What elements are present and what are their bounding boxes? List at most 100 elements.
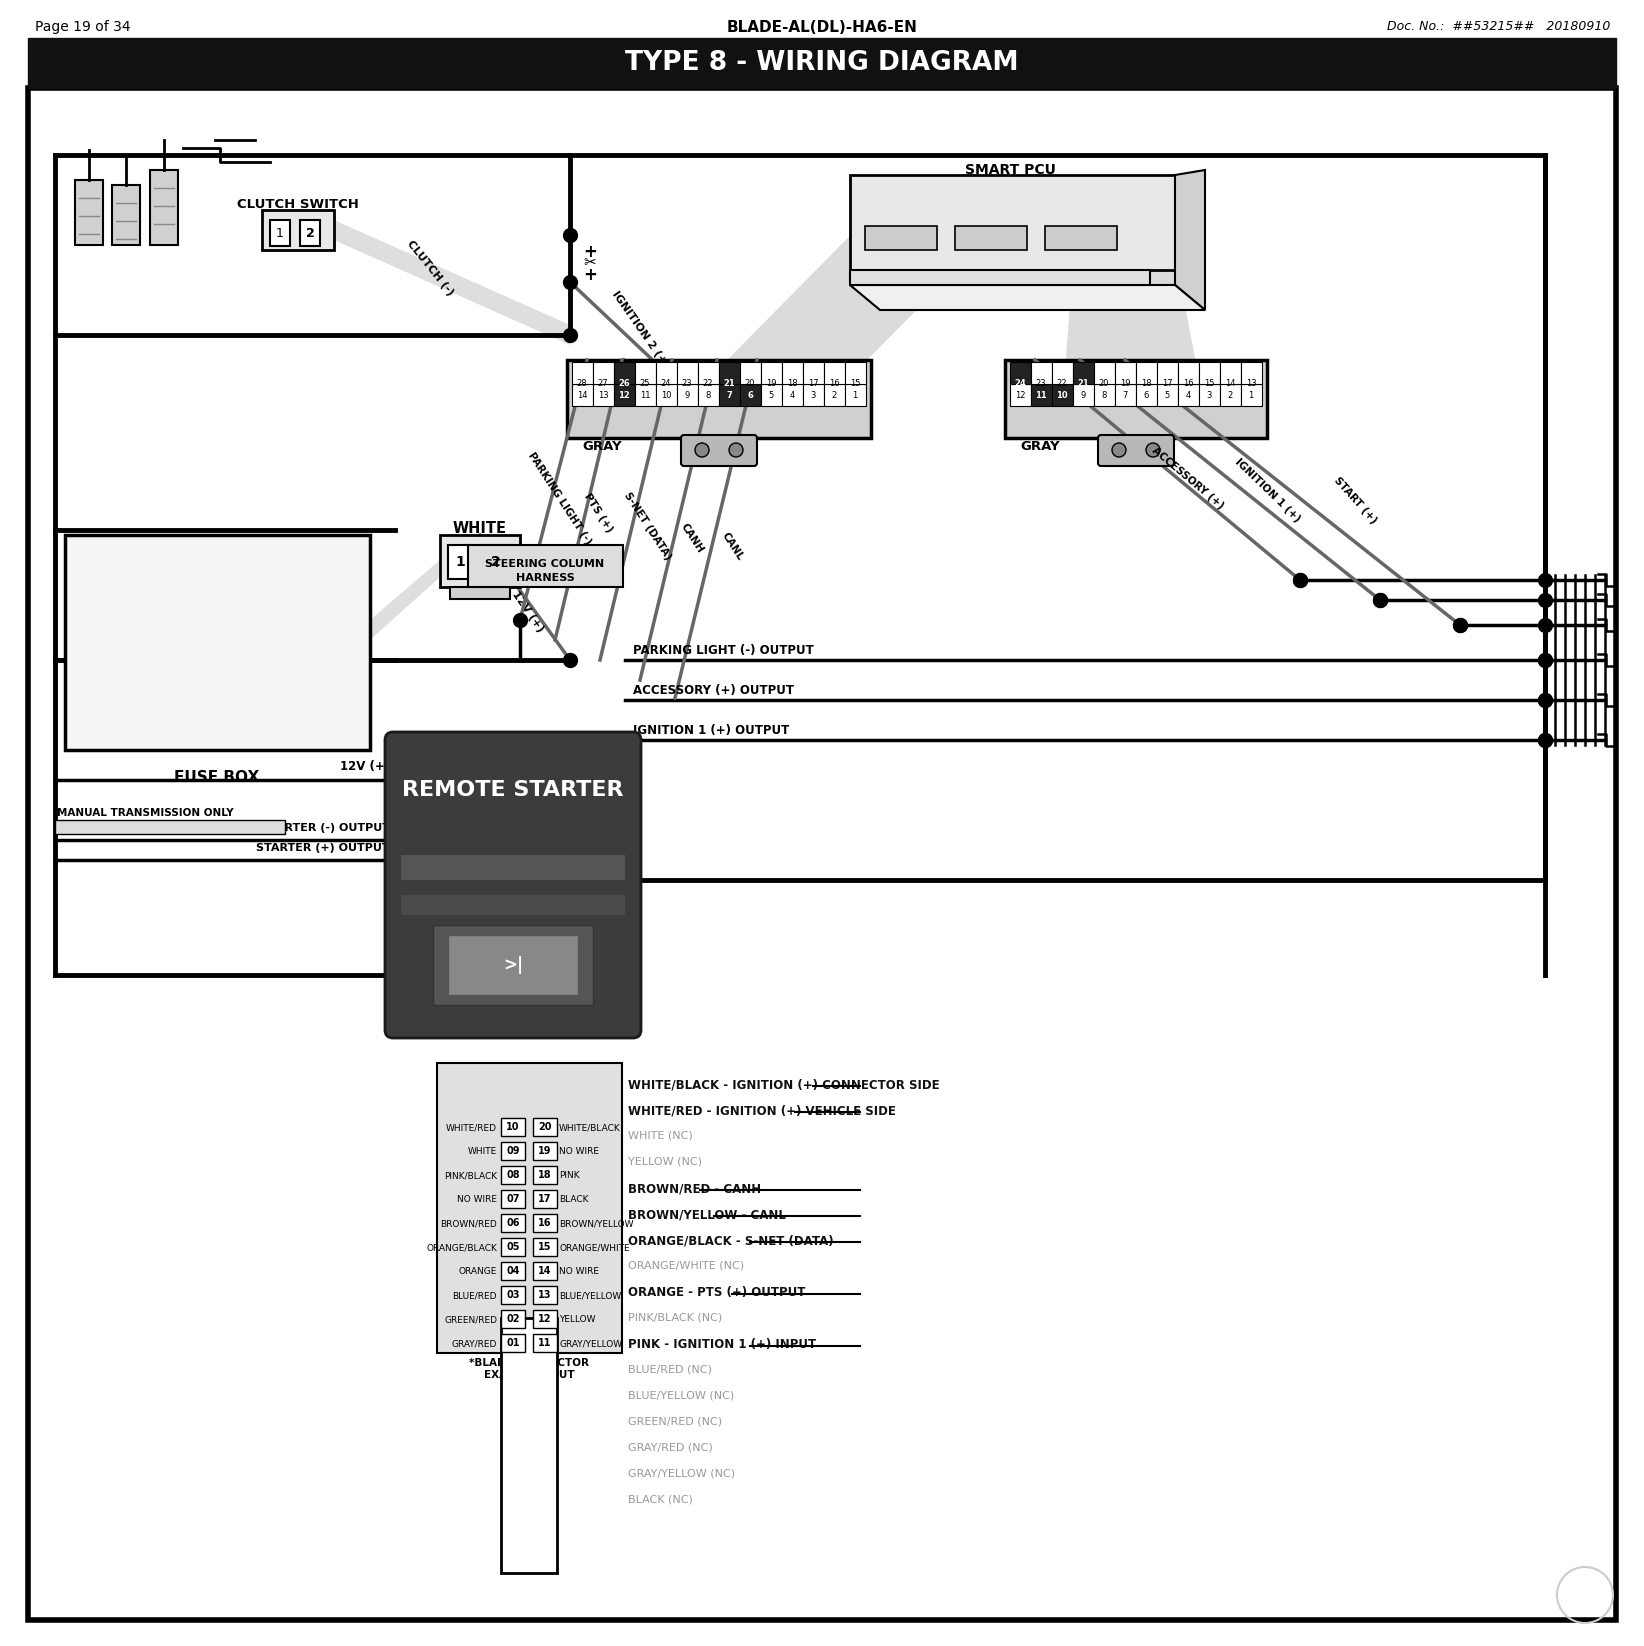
Text: TYPE 8 - WIRING DIAGRAM: TYPE 8 - WIRING DIAGRAM bbox=[625, 49, 1019, 76]
Bar bbox=[245, 629, 288, 644]
Text: 2: 2 bbox=[1228, 390, 1233, 400]
Bar bbox=[81, 680, 122, 693]
FancyBboxPatch shape bbox=[469, 545, 623, 588]
Bar bbox=[501, 1310, 524, 1328]
Text: 17: 17 bbox=[538, 1193, 552, 1203]
Bar bbox=[168, 556, 191, 566]
Text: START (+): START (+) bbox=[1332, 474, 1378, 525]
Bar bbox=[865, 226, 937, 250]
Text: FUSE BOX: FUSE BOX bbox=[174, 770, 260, 785]
Text: 19: 19 bbox=[538, 1146, 552, 1155]
Text: YELLOW: YELLOW bbox=[559, 1315, 595, 1325]
Text: 24: 24 bbox=[1014, 379, 1026, 387]
Bar bbox=[572, 384, 593, 407]
Bar bbox=[1220, 362, 1241, 384]
Bar bbox=[802, 384, 824, 407]
Text: 2: 2 bbox=[306, 227, 314, 240]
Text: NO WIRE: NO WIRE bbox=[457, 1195, 496, 1205]
Bar bbox=[533, 1310, 557, 1328]
Text: 13: 13 bbox=[1246, 379, 1256, 387]
Text: 09: 09 bbox=[506, 1146, 520, 1155]
Text: 17: 17 bbox=[807, 379, 819, 387]
Bar bbox=[718, 362, 740, 384]
Bar bbox=[1157, 384, 1179, 407]
Bar bbox=[501, 1215, 524, 1231]
Text: ORANGE: ORANGE bbox=[459, 1267, 496, 1277]
Text: BLUE/RED: BLUE/RED bbox=[452, 1292, 496, 1300]
Circle shape bbox=[695, 443, 709, 458]
Text: 28: 28 bbox=[577, 379, 587, 387]
Text: 22: 22 bbox=[702, 379, 713, 387]
Text: BLUE/RED (NC): BLUE/RED (NC) bbox=[628, 1365, 712, 1374]
Bar bbox=[81, 551, 150, 570]
Text: CANL: CANL bbox=[720, 530, 745, 561]
Text: 20: 20 bbox=[1098, 379, 1110, 387]
Text: GREEN/RED (NC): GREEN/RED (NC) bbox=[628, 1416, 722, 1425]
Text: 7: 7 bbox=[1123, 390, 1128, 400]
Bar bbox=[533, 1262, 557, 1281]
Bar bbox=[76, 179, 104, 245]
Text: 19: 19 bbox=[766, 379, 776, 387]
Text: 18: 18 bbox=[787, 379, 797, 387]
Text: WHITE/BLACK - IGNITION (+) CONNECTOR SIDE: WHITE/BLACK - IGNITION (+) CONNECTOR SID… bbox=[628, 1078, 940, 1091]
Bar bbox=[656, 362, 677, 384]
Text: BLACK: BLACK bbox=[559, 1195, 589, 1205]
Bar bbox=[501, 1142, 524, 1160]
FancyBboxPatch shape bbox=[681, 435, 756, 466]
Bar bbox=[533, 1238, 557, 1256]
Text: WHITE: WHITE bbox=[469, 1147, 496, 1157]
Bar bbox=[533, 1215, 557, 1231]
Polygon shape bbox=[334, 221, 570, 346]
Text: IGNITION 1 (+) OUTPUT: IGNITION 1 (+) OUTPUT bbox=[633, 724, 789, 737]
Text: MANUAL TRANSMISSION ONLY: MANUAL TRANSMISSION ONLY bbox=[58, 808, 233, 818]
Text: 27: 27 bbox=[598, 379, 608, 387]
Text: GRAY: GRAY bbox=[1019, 439, 1060, 453]
Bar bbox=[1115, 362, 1136, 384]
Bar bbox=[299, 680, 342, 693]
Text: 12V (+): 12V (+) bbox=[340, 760, 390, 774]
Bar bbox=[501, 1238, 524, 1256]
Bar bbox=[164, 551, 235, 570]
Text: 23: 23 bbox=[682, 379, 692, 387]
Text: 1: 1 bbox=[852, 390, 858, 400]
Bar bbox=[572, 362, 593, 384]
Text: 2: 2 bbox=[492, 555, 501, 570]
Text: 04: 04 bbox=[506, 1266, 520, 1276]
FancyBboxPatch shape bbox=[1098, 435, 1174, 466]
Text: BROWN/RED - CANH: BROWN/RED - CANH bbox=[628, 1182, 761, 1195]
Bar bbox=[299, 629, 342, 644]
Bar bbox=[437, 1063, 621, 1353]
Polygon shape bbox=[1175, 170, 1205, 309]
Text: 1: 1 bbox=[276, 227, 284, 240]
Text: PINK: PINK bbox=[559, 1172, 580, 1180]
Bar bbox=[533, 1190, 557, 1208]
Bar bbox=[501, 1286, 524, 1304]
Text: STARTER (+) OUTPUT: STARTER (+) OUTPUT bbox=[256, 843, 390, 853]
Bar bbox=[450, 588, 510, 599]
Text: CLUTCH SWITCH
YELLOW: CLUTCH SWITCH YELLOW bbox=[237, 198, 358, 227]
Text: 15: 15 bbox=[538, 1243, 552, 1253]
Bar bbox=[245, 653, 288, 668]
Text: 16: 16 bbox=[829, 379, 840, 387]
Bar bbox=[245, 680, 288, 693]
Text: Doc. No.:  ##53215##   20180910: Doc. No.: ##53215## 20180910 bbox=[1386, 20, 1609, 33]
Text: ✂: ✂ bbox=[584, 255, 595, 270]
Bar bbox=[955, 226, 1028, 250]
Text: 15: 15 bbox=[1203, 379, 1215, 387]
Text: 01: 01 bbox=[506, 1338, 520, 1348]
Text: 1: 1 bbox=[455, 555, 465, 570]
Text: STARTER (-) OUTPUT: STARTER (-) OUTPUT bbox=[261, 823, 390, 833]
Text: 10: 10 bbox=[661, 390, 671, 400]
Text: 20: 20 bbox=[538, 1123, 552, 1132]
Bar bbox=[135, 653, 178, 668]
Bar bbox=[656, 384, 677, 407]
Bar bbox=[718, 384, 740, 407]
Text: 6: 6 bbox=[746, 390, 753, 400]
Text: 14: 14 bbox=[577, 390, 587, 400]
Text: PINK/BLACK: PINK/BLACK bbox=[444, 1172, 496, 1180]
Text: 18: 18 bbox=[1141, 379, 1151, 387]
Bar bbox=[593, 384, 613, 407]
Bar bbox=[613, 384, 635, 407]
Bar bbox=[802, 362, 824, 384]
Bar bbox=[824, 362, 845, 384]
